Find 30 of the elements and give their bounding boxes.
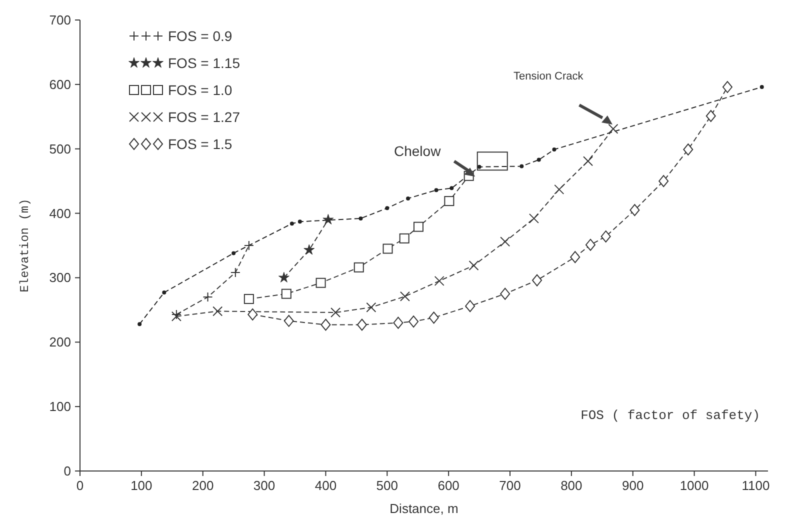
y-tick-label: 200 xyxy=(49,334,71,350)
y-tick-label: 700 xyxy=(49,12,71,28)
x-tick-label: 200 xyxy=(192,478,214,493)
x-tick-label: 300 xyxy=(253,478,276,493)
x-tick-label: 0 xyxy=(76,478,84,493)
y-tick-label: 100 xyxy=(49,399,71,414)
y-tick-label: 300 xyxy=(49,270,71,286)
legend-label: FOS = 1.5 xyxy=(168,136,232,152)
x-tick-label: 600 xyxy=(438,478,460,493)
x-tick-label: 700 xyxy=(499,478,521,493)
legend-label: FOS = 1.15 xyxy=(168,55,240,71)
x-tick-label: 900 xyxy=(622,478,644,493)
x-tick-label: 500 xyxy=(376,478,398,493)
annotation: Tension Crack xyxy=(514,70,584,83)
legend-label: FOS = 0.9 xyxy=(168,28,232,44)
y-tick-label: 600 xyxy=(49,76,71,92)
x-tick-label: 1100 xyxy=(742,478,770,493)
x-axis-title: Distance, m xyxy=(390,501,458,516)
y-tick-label: 500 xyxy=(49,141,71,156)
y-axis-title: Elevation (m) xyxy=(18,198,32,292)
annotation: FOS ( factor of safety) xyxy=(580,408,760,423)
x-tick-label: 400 xyxy=(314,478,337,493)
legend-label: FOS = 1.0 xyxy=(168,82,232,98)
y-tick-label: 0 xyxy=(64,464,71,478)
y-tick-label: 400 xyxy=(49,206,71,221)
x-tick-label: 100 xyxy=(130,478,152,493)
x-tick-label: 1000 xyxy=(680,478,709,493)
legend-label: FOS = 1.27 xyxy=(168,109,240,125)
annotation: Chelow xyxy=(394,143,442,160)
x-tick-label: 800 xyxy=(560,478,582,493)
